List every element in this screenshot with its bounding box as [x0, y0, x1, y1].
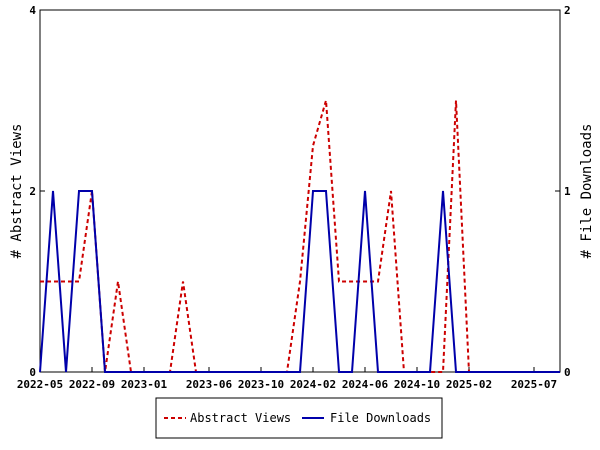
y-left-tick-label: 4	[29, 4, 36, 17]
x-tick-label: 2025-07	[511, 378, 557, 391]
y-left-tick-label: 0	[29, 366, 36, 379]
y-left-axis-title: # Abstract Views	[9, 124, 25, 259]
y-right-tick-label: 1	[564, 185, 571, 198]
series-line-file-downloads	[39, 190, 560, 373]
y-right-axis-title: # File Downloads	[579, 124, 595, 259]
left-axis: 0 2 4	[29, 4, 45, 379]
series-layer	[39, 100, 560, 373]
x-tick-label: 2024-10	[394, 378, 440, 391]
x-axis: 2022-05 2022-09 2023-01 2023-06 2023-10 2024-…	[17, 367, 557, 391]
plot-frame	[39, 9, 561, 373]
y-right-tick-label: 2	[564, 4, 571, 17]
x-tick-label: 2023-06	[186, 378, 233, 391]
y-left-tick-label: 2	[29, 185, 36, 198]
x-tick-label: 2022-05	[17, 378, 63, 391]
legend-box	[155, 397, 443, 439]
right-axis: 0 1 2	[555, 4, 571, 379]
x-tick-label: 2023-01	[121, 378, 168, 391]
x-tick-label: 2022-09	[69, 378, 115, 391]
x-tick-label: 2023-10	[238, 378, 284, 391]
legend-label-file-downloads: File Downloads	[330, 411, 431, 425]
x-tick-label: 2024-06	[342, 378, 389, 391]
legend: Abstract Views File Downloads	[155, 397, 443, 439]
legend-label-abstract-views: Abstract Views	[190, 411, 291, 425]
series-line-abstract-views	[40, 100, 560, 373]
y-right-tick-label: 0	[564, 366, 571, 379]
x-tick-label: 2024-02	[290, 378, 336, 391]
x-tick-label: 2025-02	[446, 378, 492, 391]
